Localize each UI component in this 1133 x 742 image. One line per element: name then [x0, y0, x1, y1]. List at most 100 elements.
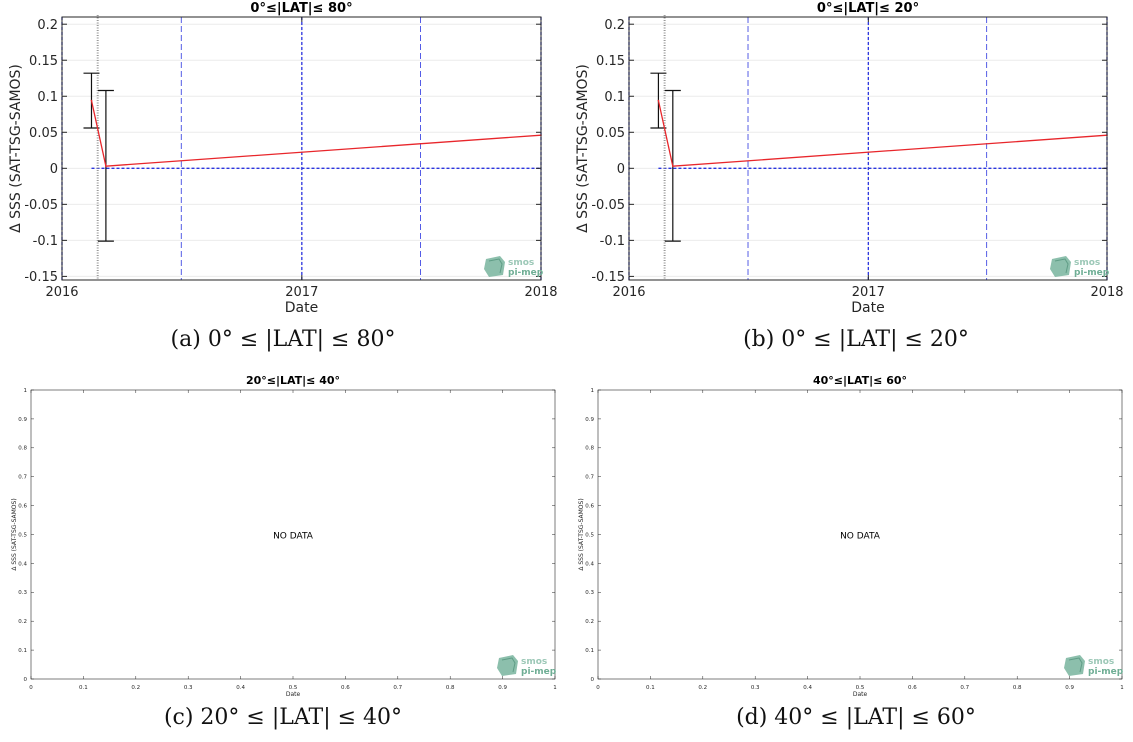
x-tick-label: 0.7: [960, 685, 969, 691]
panel-caption: (d) 40° ≤ |LAT| ≤ 60°: [736, 705, 976, 730]
y-tick-label: 0.1: [604, 90, 625, 105]
y-tick-label: 0.8: [585, 446, 594, 452]
y-tick-label: 0.5: [18, 532, 27, 538]
y-tick-label: 0.2: [604, 18, 625, 33]
y-tick-label: 0.6: [18, 504, 27, 510]
y-tick-label: 0.6: [585, 504, 594, 510]
logo-mark-detail: [1068, 657, 1083, 673]
y-tick-label: 0.15: [29, 54, 58, 69]
x-tick-label: 0.4: [236, 685, 245, 691]
logo-text-pimep: pi-mep: [1088, 667, 1124, 677]
x-tick-label: 0.1: [79, 685, 88, 691]
x-tick-label: 2017: [852, 285, 885, 300]
y-tick-label: 0.05: [596, 126, 625, 141]
x-tick-label: 2018: [524, 285, 557, 300]
y-tick-label: -0.05: [24, 198, 58, 213]
y-tick-label: 0.8: [18, 446, 27, 452]
chart-title: 0°≤|LAT|≤ 20°: [817, 1, 919, 16]
y-tick-label: 0: [50, 162, 58, 177]
chart-panel-a: -0.15 -0.1 -0.05 0 0.05 0.1 0.15 0.2 2016 2017 201…: [8, 1, 558, 352]
chart-title: 0°≤|LAT|≤ 80°: [250, 1, 352, 16]
data-point: [90, 99, 93, 102]
x-tick-label: 0.9: [498, 685, 507, 691]
x-tick-label: 0.6: [908, 685, 917, 691]
data-point: [105, 165, 107, 167]
y-tick-label: 0.15: [596, 54, 625, 69]
y-tick-label: 0.3: [585, 590, 594, 596]
no-data-annotation: NO DATA: [840, 532, 881, 542]
y-tick-label: 0.7: [18, 475, 27, 481]
logo-mark-detail: [501, 657, 516, 673]
chart-title: 20°≤|LAT|≤ 40°: [246, 374, 340, 387]
plot-area: [598, 390, 1122, 679]
logo-text-smos: smos: [521, 657, 547, 667]
x-tick-label: 0.1: [646, 685, 655, 691]
logo-mark-detail: [1054, 258, 1069, 274]
y-tick-label: 0.1: [37, 90, 58, 105]
y-tick-label: 0.5: [585, 532, 594, 538]
x-axis-label: Date: [285, 300, 318, 316]
y-tick-label: 0.05: [29, 126, 58, 141]
x-tick-label: 1: [1120, 685, 1124, 691]
y-tick-label: -0.05: [591, 198, 625, 213]
panel-caption: (c) 20° ≤ |LAT| ≤ 40°: [164, 705, 402, 730]
y-tick-label: 0.1: [18, 648, 27, 654]
y-tick-label: 0.9: [18, 417, 27, 423]
y-tick-label: -0.15: [24, 270, 58, 285]
y-axis-label: Δ SSS (SAT-TSG-SAMOS): [11, 498, 18, 570]
x-tick-label: 0.9: [1065, 685, 1074, 691]
x-tick-label: 2016: [45, 285, 78, 300]
y-tick-label: 0: [591, 677, 595, 683]
y-tick-label: 0.2: [18, 619, 27, 625]
x-tick-label: 0.4: [803, 685, 812, 691]
plot-area: [31, 390, 555, 679]
y-tick-label: 0.4: [18, 561, 27, 567]
y-tick-label: 0: [24, 677, 28, 683]
y-tick-label: 0.7: [585, 475, 594, 481]
y-tick-label: 0.4: [585, 561, 594, 567]
panel-caption: (b) 0° ≤ |LAT| ≤ 20°: [743, 327, 969, 352]
x-axis-label: Date: [286, 691, 301, 698]
x-axis-label: Date: [853, 691, 868, 698]
y-axis-label: Δ SSS (SAT-TSG-SAMOS): [578, 498, 585, 570]
y-tick-label: 0.2: [585, 619, 594, 625]
data-point: [657, 99, 660, 102]
no-data-annotation: NO DATA: [273, 532, 314, 542]
logo-text-pimep: pi-mep: [521, 667, 557, 677]
x-tick-label: 0.3: [751, 685, 760, 691]
logo-text-smos: smos: [508, 258, 534, 268]
y-axis-label: Δ SSS (SAT-TSG-SAMOS): [8, 64, 24, 233]
y-tick-label: 0.9: [585, 417, 594, 423]
y-axis-label: Δ SSS (SAT-TSG-SAMOS): [575, 64, 591, 233]
x-tick-label: 0: [596, 685, 600, 691]
chart-panel-c: 0 0.1 0.2 0.3 0.4 0.5 0.6 0.7 0.8 0.9 1 0 0.1 0.2 0.3 0…: [11, 374, 557, 730]
logo-text-smos: smos: [1088, 657, 1114, 667]
chart-title: 40°≤|LAT|≤ 60°: [813, 374, 907, 387]
x-tick-label: 0.6: [341, 685, 350, 691]
y-tick-label: -0.15: [591, 270, 625, 285]
x-tick-label: 0: [29, 685, 33, 691]
x-tick-label: 0.7: [393, 685, 402, 691]
logo-text-smos: smos: [1074, 258, 1100, 268]
chart-panel-b: -0.15 -0.1 -0.05 0 0.05 0.1 0.15 0.2 2016 2017 201…: [575, 1, 1124, 352]
y-tick-label: 1: [591, 388, 595, 394]
x-tick-label: 1: [553, 685, 557, 691]
y-tick-label: 0.2: [37, 18, 58, 33]
x-tick-label: 2016: [612, 285, 645, 300]
x-tick-label: 0.5: [289, 685, 298, 691]
logo-text-pimep: pi-mep: [1074, 268, 1110, 278]
y-tick-label: -0.1: [33, 234, 58, 249]
y-tick-label: 0.1: [585, 648, 594, 654]
y-tick-label: 1: [24, 388, 28, 394]
x-tick-label: 2018: [1090, 285, 1123, 300]
y-tick-label: -0.1: [600, 234, 625, 249]
x-tick-label: 0.2: [131, 685, 140, 691]
x-tick-label: 0.3: [184, 685, 193, 691]
logo-text-pimep: pi-mep: [508, 268, 544, 278]
logo-mark-detail: [488, 258, 503, 274]
panel-caption: (a) 0° ≤ |LAT| ≤ 80°: [171, 327, 396, 352]
